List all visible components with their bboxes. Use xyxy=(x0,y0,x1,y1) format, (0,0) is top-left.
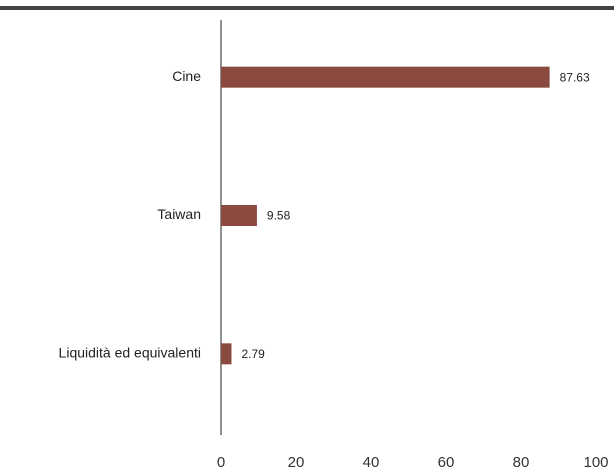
x-tick-label: 80 xyxy=(513,454,530,471)
x-tick-label: 100 xyxy=(583,454,608,471)
y-tick-label: Liquidità ed equivalenti xyxy=(59,345,201,361)
y-tick-label: Taiwan xyxy=(157,206,201,222)
x-tick-label: 20 xyxy=(288,454,305,471)
x-tick-label: 0 xyxy=(217,454,225,471)
x-tick-label: 40 xyxy=(363,454,380,471)
header-rule xyxy=(0,6,614,10)
bar xyxy=(221,66,550,88)
x-tick-label: 60 xyxy=(438,454,455,471)
value-label: 87.63 xyxy=(560,70,590,84)
y-tick-label: Cine xyxy=(172,68,201,84)
value-label: 2.79 xyxy=(241,347,265,361)
bar xyxy=(221,205,257,226)
bar xyxy=(221,343,232,365)
value-label: 9.58 xyxy=(267,209,291,223)
